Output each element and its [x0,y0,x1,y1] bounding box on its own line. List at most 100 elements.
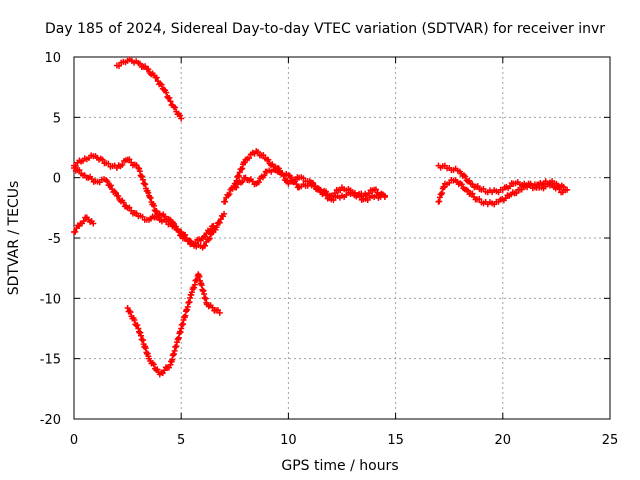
track-point [534,181,541,188]
track-point [251,181,258,188]
series-arc-3 [71,165,217,248]
track-point [261,172,268,179]
series-arc-5 [124,271,223,378]
x-tick-label: 15 [387,433,404,448]
track-point [454,167,461,174]
track-point [372,186,379,193]
y-tick-label: -15 [40,353,61,368]
series-arc-1 [113,56,185,122]
track-point [337,187,344,194]
track-point [139,173,146,180]
track-point [560,183,567,190]
track-point [365,190,372,197]
track-point [142,181,149,188]
track-point [502,195,509,202]
track-point [202,233,209,240]
x-axis-label: GPS time / hours [281,458,398,474]
track-point [136,168,143,175]
track-point [288,174,295,181]
track-point [497,186,504,193]
track-point [458,181,465,188]
track-point [115,192,122,199]
track-point [209,223,216,230]
track-point [175,228,182,235]
y-tick-label: 0 [53,172,61,187]
track-point [464,187,471,194]
track-point [469,181,476,188]
track-point [444,165,451,172]
track-point [322,192,329,199]
track-point [188,291,195,298]
track-point [139,176,146,183]
track-point [177,232,184,239]
track-point [82,214,89,221]
track-point [150,202,157,209]
y-tick-label: -5 [48,232,61,247]
track-point [154,210,161,217]
x-tick-label: 5 [177,433,185,448]
track-point [255,149,262,156]
track-point [120,199,127,206]
track-point [150,361,157,368]
track-point [145,66,152,73]
track-point [300,175,307,182]
track-point [104,178,111,185]
track-point [79,172,86,179]
track-point [131,317,138,324]
track-point [272,164,279,171]
track-point [466,177,473,184]
track-point [226,191,233,198]
track-point [76,167,83,174]
track-point [304,178,311,185]
x-tick-label: 0 [70,433,78,448]
track-point [369,187,376,194]
track-point [202,242,209,249]
data-point [124,304,131,311]
track-point [379,191,386,198]
data-point [161,86,168,93]
track-point [183,235,190,242]
track-point [222,198,229,205]
track-point [233,184,240,191]
track-point [238,166,245,173]
track-point [309,179,316,186]
track-point [347,191,354,198]
track-point [101,176,108,183]
track-point [116,62,123,69]
track-point [255,179,262,186]
series-arc-7 [231,164,388,204]
track-point [119,161,126,168]
track-point [326,195,333,202]
track-point [79,157,86,164]
track-point [126,204,133,211]
track-point [336,194,343,201]
y-tick-label: -20 [40,413,61,428]
track-point [99,156,106,163]
track-point [111,188,118,195]
x-tick-label: 10 [280,433,297,448]
track-point [171,220,178,227]
y-tick-label: -10 [40,292,61,307]
x-tick-label: 20 [495,433,512,448]
track-point [142,63,149,70]
track-point [356,193,363,200]
track-point [260,152,267,159]
track-point [165,221,172,228]
track-point [139,213,146,220]
track-point [167,98,174,105]
track-point [262,168,269,175]
track-point [294,184,301,191]
track-point [133,58,140,65]
track-point [137,60,144,67]
track-point [358,196,365,203]
track-point [246,155,253,162]
track-point [90,153,97,160]
track-point [161,367,168,374]
track-point [165,215,172,222]
track-point [145,353,152,360]
track-point [493,198,500,205]
track-point [107,182,114,189]
data-point [178,115,185,122]
track-point [235,173,242,180]
track-point [275,165,282,172]
